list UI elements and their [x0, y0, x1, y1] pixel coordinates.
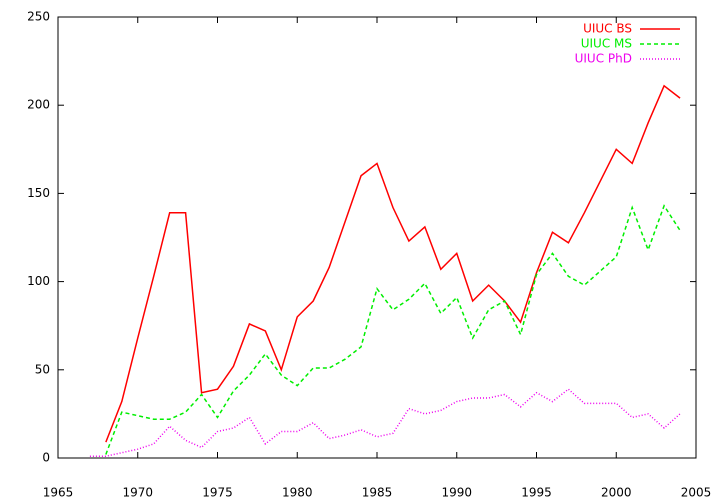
x-tick-label: 1975: [202, 486, 233, 500]
legend-label: UIUC PhD: [575, 52, 632, 66]
x-tick-label: 2000: [601, 486, 632, 500]
legend-label: UIUC MS: [581, 37, 632, 51]
x-tick-label: 1980: [282, 486, 313, 500]
x-tick-label: 1970: [122, 486, 153, 500]
x-tick-label: 1990: [441, 486, 472, 500]
data-line: [89, 388, 681, 457]
legend-label: UIUC BS: [583, 22, 632, 36]
plot-border: [57, 16, 697, 459]
y-tick-label: 0: [42, 451, 50, 465]
y-tick-label: 250: [27, 10, 50, 24]
x-tick-label: 1985: [362, 486, 393, 500]
x-tick-label: 1965: [43, 486, 74, 500]
x-tick-label: 1995: [521, 486, 552, 500]
data-line: [105, 84, 681, 443]
y-tick-label: 150: [27, 186, 50, 200]
y-tick-label: 200: [27, 98, 50, 112]
y-tick-label: 50: [35, 362, 50, 376]
x-tick-label: 2005: [681, 486, 712, 500]
y-tick-label: 100: [27, 274, 50, 288]
data-line: [105, 204, 681, 455]
